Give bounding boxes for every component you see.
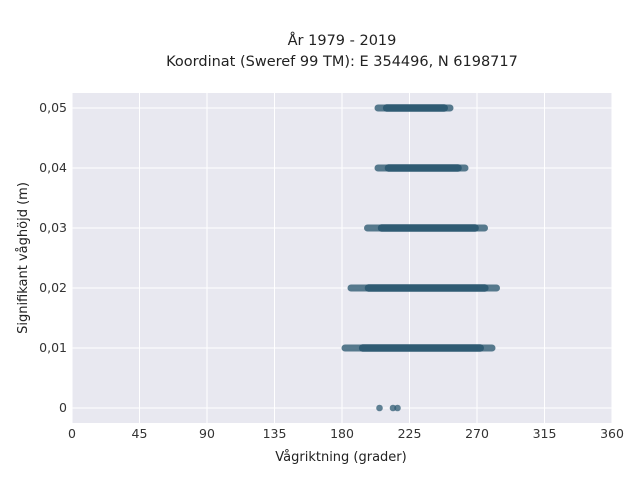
x-tick-label: 315 <box>533 426 557 441</box>
x-tick-label: 270 <box>465 426 489 441</box>
x-tick-label: 90 <box>199 426 215 441</box>
data-point <box>394 404 401 412</box>
chart-title: År 1979 - 2019 <box>288 32 397 49</box>
x-axis-ticks: 0 45 90 135 180 225 270 315 360 <box>68 426 624 441</box>
x-axis-label: Vågriktning (grader) <box>275 450 406 465</box>
x-tick-label: 180 <box>330 426 354 441</box>
y-tick-label: 0,02 <box>39 280 67 295</box>
x-tick-label: 360 <box>600 426 624 441</box>
y-tick-label: 0,05 <box>39 100 67 115</box>
chart-subtitle: Koordinat (Sweref 99 TM): E 354496, N 61… <box>166 54 518 70</box>
x-tick-label: 135 <box>263 426 287 441</box>
y-tick-label: 0 <box>59 400 67 415</box>
y-tick-label: 0,01 <box>39 340 67 355</box>
y-axis-ticks: 0 0,01 0,02 0,03 0,04 0,05 <box>39 100 67 415</box>
x-tick-label: 225 <box>398 426 422 441</box>
y-tick-label: 0,03 <box>39 220 67 235</box>
y-tick-label: 0,04 <box>39 160 67 175</box>
y-axis-label: Signifikant våghöjd (m) <box>16 182 31 334</box>
data-point <box>376 404 383 412</box>
x-tick-label: 0 <box>68 426 76 441</box>
data-points <box>341 104 500 412</box>
x-tick-label: 45 <box>132 426 148 441</box>
